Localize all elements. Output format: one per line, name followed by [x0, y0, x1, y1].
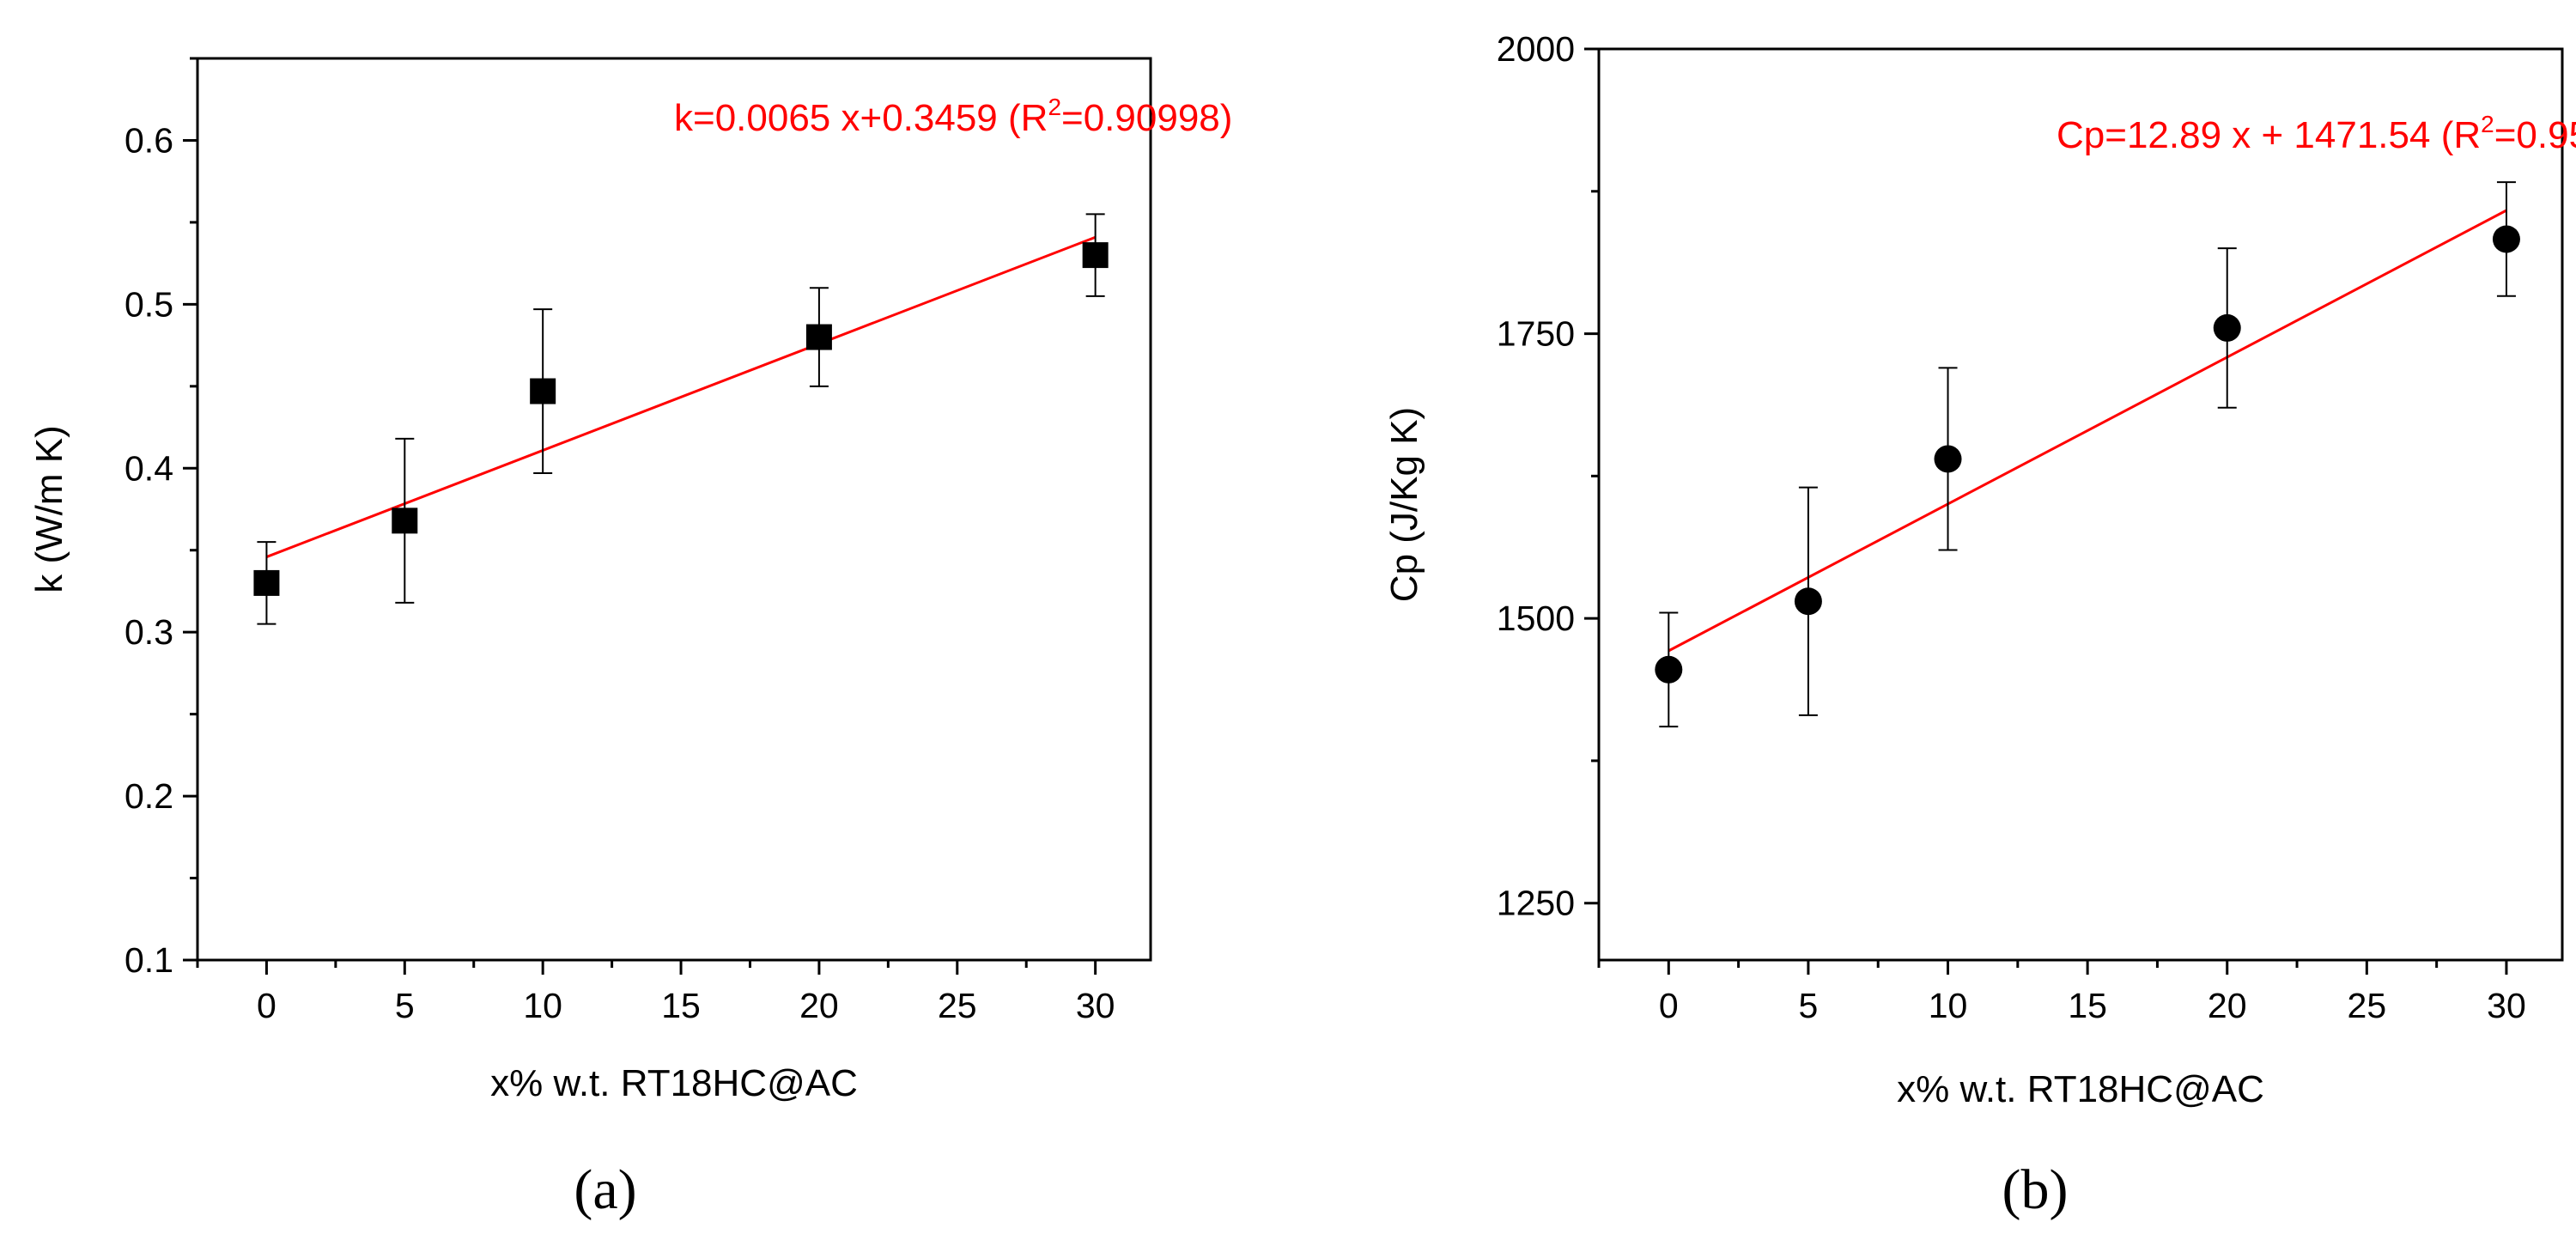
- fit-line: [1668, 209, 2507, 653]
- plot-frame: [1597, 47, 2564, 962]
- data-point: [2213, 313, 2241, 342]
- data-point: [1655, 655, 1683, 684]
- fit-equation-main: k=0.0065 x+0.3459 (R: [674, 97, 1048, 139]
- x-tick-label: 30: [2487, 986, 2526, 1025]
- fit-line: [265, 235, 1097, 558]
- x-tick-label: 0: [1659, 986, 1679, 1025]
- fit-equation: Cp=12.89 x + 1471.54 (R2=0.9537): [2057, 111, 2576, 156]
- panel-b-chart: 0 5 10 15 20 25 30 1250 1500 1750 2000 x% w.t. RT18…: [1383, 29, 2576, 1221]
- fit-equation-main: Cp=12.89 x + 1471.54 (R: [2057, 114, 2481, 156]
- x-tick-label: 30: [1076, 986, 1115, 1025]
- fit-equation-tail: =0.9537): [2494, 114, 2576, 156]
- fit-equation-superscript: 2: [1048, 94, 1061, 120]
- x-tick-label: 25: [938, 986, 977, 1025]
- fit-equation-superscript: 2: [2481, 111, 2494, 137]
- y-tick-label: 0.3: [125, 612, 173, 652]
- fit-equation: k=0.0065 x+0.3459 (R2=0.90998): [674, 94, 1232, 139]
- data-point: [392, 508, 418, 534]
- data-point: [253, 569, 280, 596]
- x-tick-label: 25: [2348, 986, 2387, 1025]
- fit-equation-tail: =0.90998): [1061, 97, 1232, 139]
- panel-label: (b): [2002, 1158, 2069, 1221]
- y-tick-label: 0.1: [125, 940, 173, 980]
- x-tick-label: 15: [2068, 986, 2107, 1025]
- panel-label: (a): [574, 1158, 636, 1221]
- x-tick-label: 0: [257, 986, 276, 1025]
- y-tick-label: 1500: [1497, 599, 1575, 638]
- panel-a-chart: 0 5 10 15 20 25 30 0.1 0.2 0.3 0.4 0.5 0.6 x% w.t. RT…: [28, 57, 1232, 1221]
- x-tick-label: 10: [523, 986, 562, 1025]
- y-tick-label: 1250: [1497, 884, 1575, 923]
- data-point: [1794, 587, 1822, 616]
- y-tick-label: 0.6: [125, 120, 173, 160]
- x-tick-label: 20: [799, 986, 839, 1025]
- y-tick-label: 0.5: [125, 284, 173, 324]
- y-tick-label: 0.4: [125, 448, 173, 488]
- data-point: [1082, 242, 1109, 269]
- data-point: [530, 378, 556, 404]
- data-point: [2492, 225, 2520, 253]
- data-point: [1934, 445, 1962, 473]
- x-tick-label: 5: [1799, 986, 1819, 1025]
- plot-frame: [196, 57, 1152, 962]
- x-tick-label: 15: [661, 986, 701, 1025]
- data-point: [805, 324, 832, 350]
- x-tick-label: 10: [1929, 986, 1968, 1025]
- x-axis-title: x% w.t. RT18HC@AC: [490, 1062, 858, 1104]
- x-tick-label: 20: [2208, 986, 2247, 1025]
- y-tick-label: 1750: [1497, 314, 1575, 354]
- y-tick-label: 0.2: [125, 776, 173, 816]
- x-tick-label: 5: [395, 986, 415, 1025]
- x-axis-title: x% w.t. RT18HC@AC: [1897, 1068, 2264, 1110]
- y-tick-label: 2000: [1497, 29, 1575, 69]
- y-axis-title: k (W/m K): [28, 425, 70, 593]
- y-axis-title: Cp (J/Kg K): [1383, 407, 1425, 602]
